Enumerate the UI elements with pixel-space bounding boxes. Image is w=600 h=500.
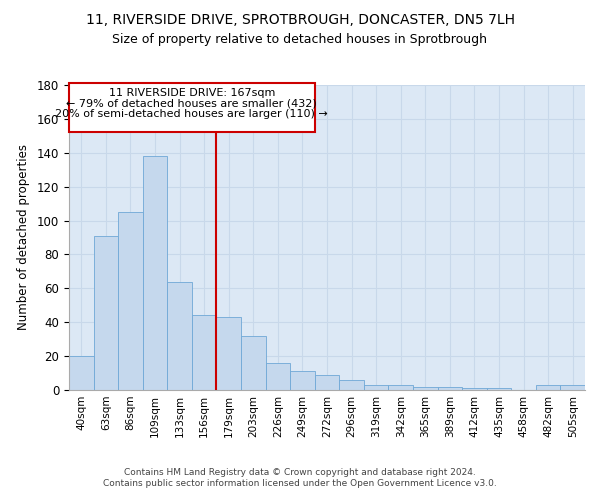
- Bar: [192, 316, 217, 390]
- Bar: [290, 372, 315, 390]
- Bar: [69, 356, 94, 390]
- Bar: [266, 363, 290, 390]
- Text: Size of property relative to detached houses in Sprotbrough: Size of property relative to detached ho…: [113, 32, 487, 46]
- Bar: [143, 156, 167, 390]
- Bar: [437, 386, 462, 390]
- Bar: [560, 385, 585, 390]
- Text: 11, RIVERSIDE DRIVE, SPROTBROUGH, DONCASTER, DN5 7LH: 11, RIVERSIDE DRIVE, SPROTBROUGH, DONCAS…: [86, 12, 515, 26]
- Bar: [487, 388, 511, 390]
- Bar: [388, 385, 413, 390]
- Text: Contains HM Land Registry data © Crown copyright and database right 2024.
Contai: Contains HM Land Registry data © Crown c…: [103, 468, 497, 487]
- Bar: [536, 385, 560, 390]
- Text: 20% of semi-detached houses are larger (110) →: 20% of semi-detached houses are larger (…: [55, 108, 328, 118]
- Bar: [217, 317, 241, 390]
- Bar: [241, 336, 266, 390]
- Bar: [118, 212, 143, 390]
- Bar: [364, 385, 388, 390]
- Bar: [94, 236, 118, 390]
- Bar: [413, 386, 437, 390]
- FancyBboxPatch shape: [69, 84, 315, 132]
- Bar: [339, 380, 364, 390]
- Text: ← 79% of detached houses are smaller (432): ← 79% of detached houses are smaller (43…: [67, 98, 317, 108]
- Bar: [315, 375, 339, 390]
- Bar: [462, 388, 487, 390]
- Y-axis label: Number of detached properties: Number of detached properties: [17, 144, 30, 330]
- Bar: [167, 282, 192, 390]
- Text: 11 RIVERSIDE DRIVE: 167sqm: 11 RIVERSIDE DRIVE: 167sqm: [109, 88, 275, 99]
